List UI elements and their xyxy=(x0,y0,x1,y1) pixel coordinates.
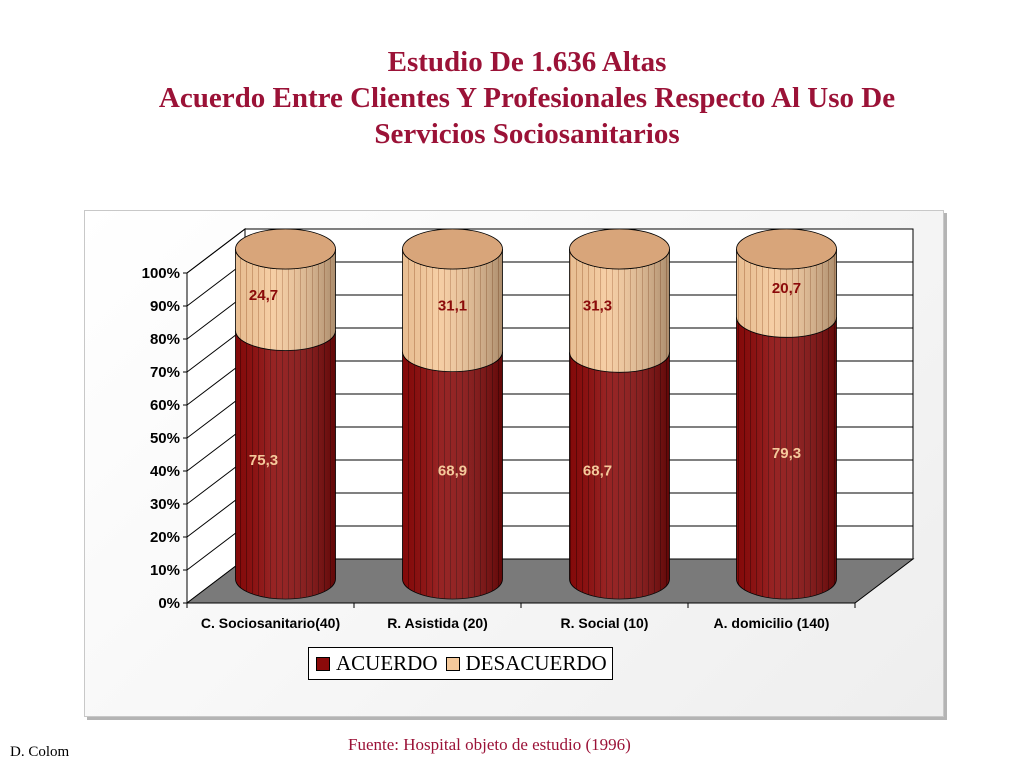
data-label-desacuerdo: 24,7 xyxy=(249,287,278,304)
y-tick-label: 50% xyxy=(150,430,180,447)
y-tick-label: 100% xyxy=(142,265,180,282)
y-tick-label: 20% xyxy=(150,529,180,546)
bar-top-cap xyxy=(569,228,670,270)
bar-acuerdo-shading xyxy=(235,330,336,599)
category-label: A. domicilio (140) xyxy=(714,615,830,631)
source-note: Fuente: Hospital objeto de estudio (1996… xyxy=(348,735,631,754)
legend-item-acuerdo: ACUERDO xyxy=(316,651,438,676)
legend-label-desacuerdo: DESACUERDO xyxy=(465,651,607,675)
title-line-1: Estudio De 1.636 Altas xyxy=(387,46,667,78)
category-label: R. Social (10) xyxy=(561,615,649,631)
data-label-acuerdo: 68,9 xyxy=(438,462,467,479)
y-tick-label: 0% xyxy=(158,595,180,612)
bar-acuerdo-shading xyxy=(736,317,837,599)
bar-top-cap xyxy=(736,228,837,270)
author-credit: D. Colom xyxy=(10,744,70,760)
y-tick-label: 30% xyxy=(150,496,180,513)
data-label-acuerdo: 75,3 xyxy=(249,452,278,469)
bar-desacuerdo-shading xyxy=(736,249,837,338)
title-line-2: Acuerdo Entre Clientes Y Profesionales R… xyxy=(158,82,896,114)
category-label: C. Sociosanitario(40) xyxy=(201,615,340,631)
legend-swatch-acuerdo xyxy=(316,656,330,671)
legend-label-acuerdo: ACUERDO xyxy=(336,651,438,675)
y-tick-label: 10% xyxy=(150,562,180,579)
bar-top-cap xyxy=(402,228,503,270)
title-line-3: Servicios Sociosanitarios xyxy=(374,118,680,150)
bar-acuerdo-shading xyxy=(402,351,503,599)
gridline xyxy=(186,228,913,274)
data-label-desacuerdo: 31,1 xyxy=(438,297,467,314)
data-label-acuerdo: 79,3 xyxy=(772,445,801,462)
bar-desacuerdo-shading xyxy=(402,249,503,372)
y-tick-label: 60% xyxy=(150,397,180,414)
y-tick-label: 90% xyxy=(150,298,180,315)
y-tick-label: 70% xyxy=(150,364,180,381)
y-tick-label: 40% xyxy=(150,463,180,480)
bar-desacuerdo-shading xyxy=(569,249,670,373)
data-label-acuerdo: 68,7 xyxy=(583,463,612,480)
slide-title: Estudio De 1.636 Altas Acuerdo Entre Cli… xyxy=(40,44,1014,152)
legend-item-desacuerdo: DESACUERDO xyxy=(445,651,607,676)
category-label: R. Asistida (20) xyxy=(387,615,488,631)
chart-legend: ACUERDO DESACUERDO xyxy=(308,647,613,680)
data-label-desacuerdo: 20,7 xyxy=(772,280,801,297)
bar-desacuerdo-shading xyxy=(235,249,336,351)
y-tick-label: 80% xyxy=(150,331,180,348)
bar-top-cap xyxy=(235,228,336,270)
data-label-desacuerdo: 31,3 xyxy=(583,298,612,315)
bar-acuerdo-shading xyxy=(569,352,670,599)
legend-swatch-desacuerdo xyxy=(445,656,460,671)
